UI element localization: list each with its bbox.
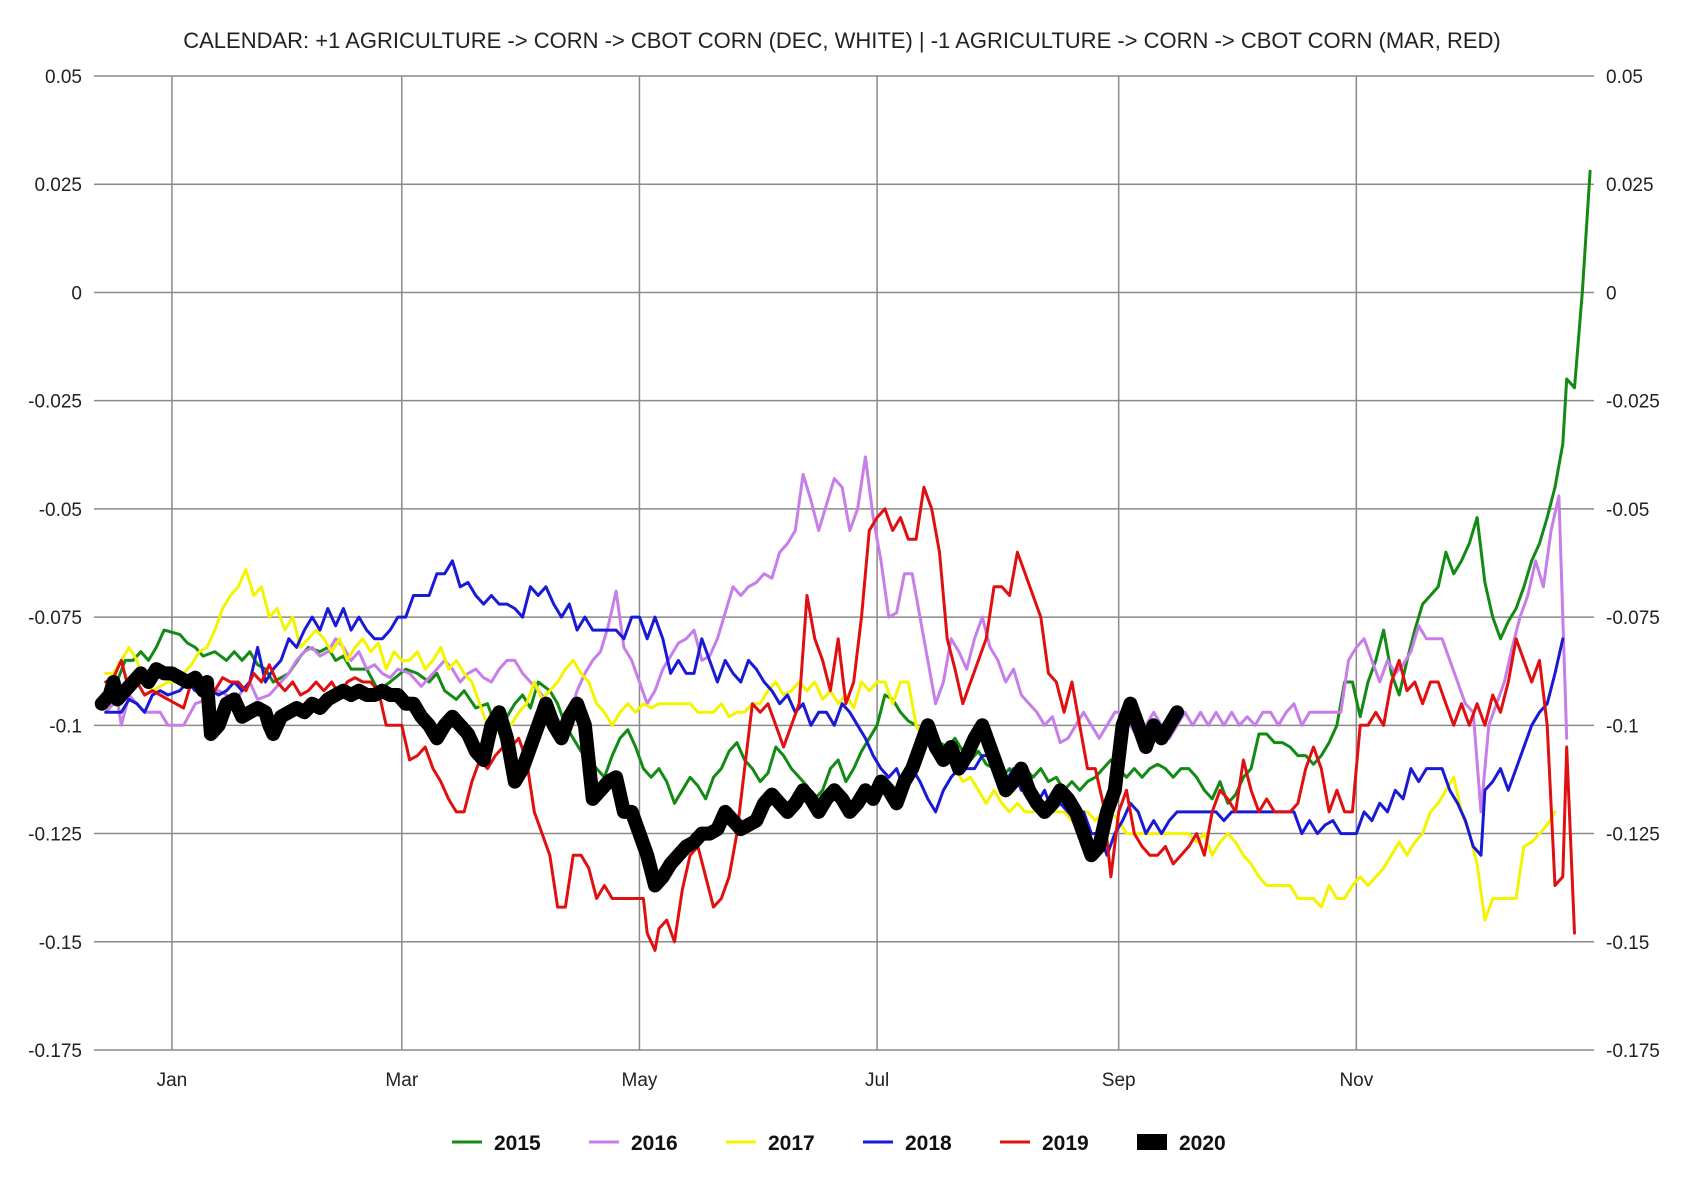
series-line-2020 — [94, 662, 1185, 893]
y-tick-label-right: -0.1 — [1606, 716, 1639, 737]
grid — [94, 75, 1594, 1051]
y-tick-label-right: -0.175 — [1606, 1041, 1660, 1062]
legend-label-2020: 2020 — [1179, 1132, 1226, 1155]
y-tick-label-right: 0.025 — [1606, 175, 1654, 196]
legend-label-2018: 2018 — [905, 1132, 952, 1155]
y-tick-label-left: -0.025 — [28, 392, 82, 413]
y-tick-label-left: 0 — [71, 283, 82, 304]
axes: 0.05 0.05 0.025 0.025 0 0 -0.025 -0.025 -0.05 -0.… — [28, 67, 1660, 1091]
legend-swatch-2020 — [1137, 1134, 1167, 1150]
x-tick-label: May — [622, 1070, 658, 1091]
y-tick-label-left: -0.15 — [39, 933, 82, 954]
legend: 2015 2016 2017 2018 2019 2020 — [452, 1132, 1226, 1155]
x-tick-label: Sep — [1102, 1070, 1136, 1091]
y-tick-label-right: -0.05 — [1606, 500, 1649, 521]
legend-label-2019: 2019 — [1042, 1132, 1089, 1155]
y-tick-label-right: 0.05 — [1606, 67, 1643, 88]
y-tick-label-right: -0.15 — [1606, 933, 1649, 954]
y-tick-label-right: -0.025 — [1606, 392, 1660, 413]
y-tick-label-left: -0.125 — [28, 825, 82, 846]
x-tick-label: Nov — [1339, 1070, 1373, 1091]
series-lines — [94, 169, 1592, 952]
y-tick-label-right: -0.075 — [1606, 608, 1660, 629]
x-tick-label: Jul — [865, 1070, 889, 1091]
series-line-2016 — [104, 455, 1569, 814]
y-tick-label-right: 0 — [1606, 283, 1617, 304]
series-line-2019 — [104, 485, 1576, 952]
y-tick-label-left: -0.1 — [49, 716, 82, 737]
series-line-2018 — [104, 559, 1565, 857]
legend-label-2015: 2015 — [494, 1132, 541, 1155]
y-tick-label-left: 0.05 — [45, 67, 82, 88]
y-tick-label-left: -0.05 — [39, 500, 82, 521]
y-tick-label-right: -0.125 — [1606, 825, 1660, 846]
y-tick-label-left: 0.025 — [34, 175, 82, 196]
legend-label-2017: 2017 — [768, 1132, 815, 1155]
legend-label-2016: 2016 — [631, 1132, 678, 1155]
y-tick-label-left: -0.075 — [28, 608, 82, 629]
y-tick-label-left: -0.175 — [28, 1041, 82, 1062]
x-tick-label: Jan — [157, 1070, 188, 1091]
x-tick-label: Mar — [385, 1070, 418, 1091]
chart-title: CALENDAR: +1 AGRICULTURE -> CORN -> CBOT… — [183, 28, 1501, 53]
